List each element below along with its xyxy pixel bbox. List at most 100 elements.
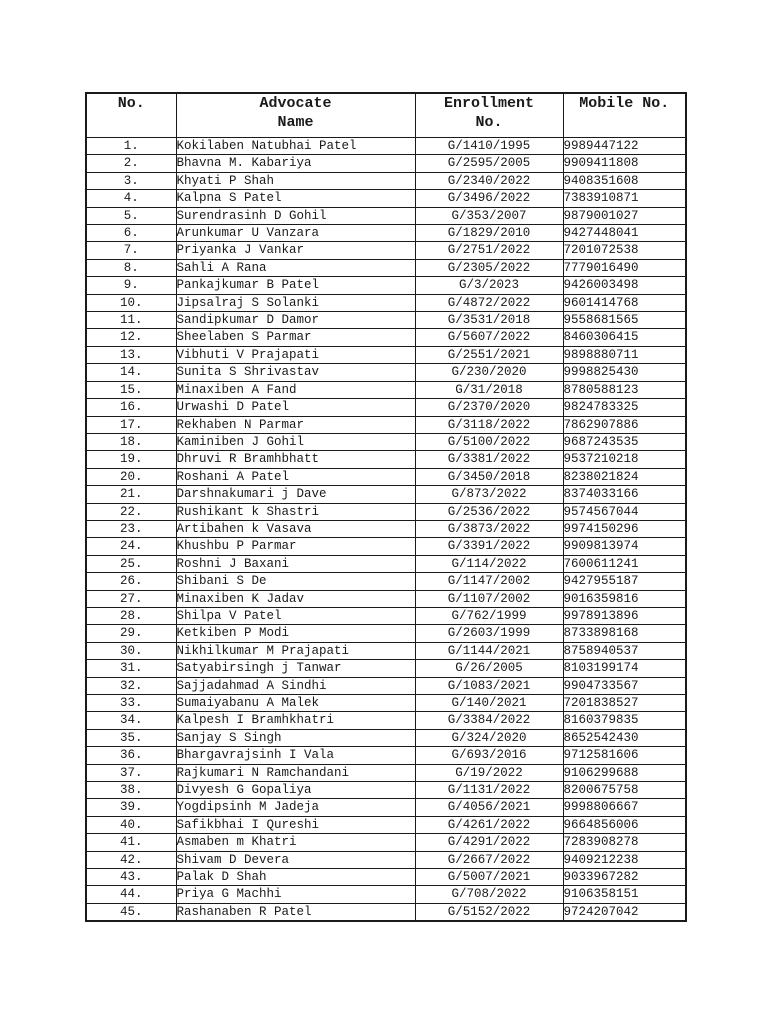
cell-advocate-name: Roshani A Patel	[175, 467, 416, 487]
cell-advocate-name: Pankajkumar B Patel	[175, 276, 416, 295]
cell-mobile-no: 9033967282	[562, 868, 687, 887]
table-row: 8. Sahli A Rana G/2305/2022 7779016490	[85, 258, 687, 278]
cell-mobile-no: 7201072538	[562, 241, 687, 260]
cell-enrollment-no: G/2340/2022	[414, 171, 564, 191]
cell-serial-no: 16.	[85, 398, 177, 417]
cell-enrollment-no: G/1147/2002	[414, 572, 564, 591]
table-row: 43. Palak D Shah G/5007/2021 9033967282	[85, 868, 687, 887]
cell-advocate-name: Rajkumari N Ramchandani	[175, 763, 416, 783]
header-enrollment-no-label: Enrollment No.	[443, 95, 534, 131]
cell-advocate-name: Urwashi D Patel	[175, 398, 416, 417]
cell-serial-no: 39.	[85, 798, 177, 817]
cell-serial-no: 27.	[85, 589, 177, 608]
table-row: 16. Urwashi D Patel G/2370/2020 98247833…	[85, 398, 687, 417]
cell-serial-no: 18.	[85, 432, 177, 452]
header-mobile-no-label: Mobile No.	[579, 95, 670, 112]
header-no-label: No.	[117, 95, 145, 112]
cell-advocate-name: Dhruvi R Bramhbhatt	[175, 450, 416, 469]
cell-advocate-name: Safikbhai I Qureshi	[175, 815, 416, 835]
cell-enrollment-no: G/4291/2022	[414, 833, 564, 852]
cell-advocate-name: Nikhilkumar M Prajapati	[175, 641, 416, 661]
table-row: 17. Rekhaben N Parmar G/3118/2022 786290…	[85, 415, 687, 434]
table-row: 35. Sanjay S Singh G/324/2020 8652542430	[85, 728, 687, 748]
table-row: 30. Nikhilkumar M Prajapati G/1144/2021 …	[85, 641, 687, 661]
cell-advocate-name: Sajjadahmad A Sindhi	[175, 676, 416, 696]
cell-mobile-no: 9989447122	[562, 136, 687, 156]
table-row: 26. Shibani S De G/1147/2002 9427955187	[85, 572, 687, 591]
cell-advocate-name: Bhavna M. Kabariya	[175, 154, 416, 173]
cell-mobile-no: 9409212238	[562, 850, 687, 870]
cell-advocate-name: Sahli A Rana	[175, 258, 416, 278]
cell-enrollment-no: G/1829/2010	[414, 224, 564, 243]
table-row: 38. Divyesh G Gopaliya G/1131/2022 82006…	[85, 781, 687, 800]
cell-advocate-name: Kaminiben J Gohil	[175, 432, 416, 452]
cell-enrollment-no: G/2370/2020	[414, 398, 564, 417]
cell-advocate-name: Divyesh G Gopaliya	[175, 781, 416, 800]
cell-advocate-name: Surendrasinh D Gohil	[175, 206, 416, 226]
cell-advocate-name: Sandipkumar D Damor	[175, 311, 416, 330]
cell-advocate-name: Palak D Shah	[175, 868, 416, 887]
cell-enrollment-no: G/3531/2018	[414, 311, 564, 330]
cell-advocate-name: Shilpa V Patel	[175, 606, 416, 626]
cell-enrollment-no: G/2667/2022	[414, 850, 564, 870]
cell-enrollment-no: G/324/2020	[414, 728, 564, 748]
cell-serial-no: 44.	[85, 885, 177, 904]
table-row: 10. Jipsalraj S Solanki G/4872/2022 9601…	[85, 293, 687, 313]
cell-advocate-name: Rashanaben R Patel	[175, 902, 416, 922]
cell-enrollment-no: G/2536/2022	[414, 502, 564, 521]
table-row: 27. Minaxiben K Jadav G/1107/2002 901635…	[85, 589, 687, 608]
table-row: 44. Priya G Machhi G/708/2022 9106358151	[85, 885, 687, 904]
cell-advocate-name: Kalpna S Patel	[175, 189, 416, 208]
cell-serial-no: 26.	[85, 572, 177, 591]
cell-advocate-name: Khyati P Shah	[175, 171, 416, 191]
table-row: 6. Arunkumar U Vanzara G/1829/2010 94274…	[85, 224, 687, 243]
cell-serial-no: 33.	[85, 693, 177, 713]
cell-serial-no: 24.	[85, 537, 177, 556]
table-row: 2. Bhavna M. Kabariya G/2595/2005 990941…	[85, 154, 687, 173]
cell-serial-no: 32.	[85, 676, 177, 696]
cell-enrollment-no: G/5607/2022	[414, 328, 564, 347]
cell-mobile-no: 8238021824	[562, 467, 687, 487]
cell-mobile-no: 9974150296	[562, 519, 687, 539]
cell-mobile-no: 9664856006	[562, 815, 687, 835]
cell-enrollment-no: G/230/2020	[414, 363, 564, 382]
cell-advocate-name: Shivam D Devera	[175, 850, 416, 870]
advocate-table: No. Advocate Name Enrollment No. Mobile …	[85, 92, 687, 923]
cell-advocate-name: Sumaiyabanu A Malek	[175, 693, 416, 713]
cell-mobile-no: 9824783325	[562, 398, 687, 417]
cell-mobile-no: 9998825430	[562, 363, 687, 382]
cell-serial-no: 40.	[85, 815, 177, 835]
cell-serial-no: 7.	[85, 241, 177, 260]
cell-enrollment-no: G/1144/2021	[414, 641, 564, 661]
cell-enrollment-no: G/31/2018	[414, 380, 564, 400]
table-row: 42. Shivam D Devera G/2667/2022 94092122…	[85, 850, 687, 870]
cell-advocate-name: Bhargavrajsinh I Vala	[175, 746, 416, 765]
table-row: 24. Khushbu P Parmar G/3391/2022 9909813…	[85, 537, 687, 556]
cell-mobile-no: 8780588123	[562, 380, 687, 400]
header-no: No.	[85, 92, 177, 138]
cell-enrollment-no: G/2305/2022	[414, 258, 564, 278]
cell-mobile-no: 9909813974	[562, 537, 687, 556]
table-row: 4. Kalpna S Patel G/3496/2022 7383910871	[85, 189, 687, 208]
cell-serial-no: 35.	[85, 728, 177, 748]
table-row: 20. Roshani A Patel G/3450/2018 82380218…	[85, 467, 687, 487]
cell-serial-no: 20.	[85, 467, 177, 487]
cell-mobile-no: 7383910871	[562, 189, 687, 208]
cell-enrollment-no: G/762/1999	[414, 606, 564, 626]
cell-mobile-no: 7283908278	[562, 833, 687, 852]
cell-advocate-name: Yogdipsinh M Jadeja	[175, 798, 416, 817]
cell-enrollment-no: G/708/2022	[414, 885, 564, 904]
cell-enrollment-no: G/3/2023	[414, 276, 564, 295]
cell-serial-no: 15.	[85, 380, 177, 400]
cell-enrollment-no: G/19/2022	[414, 763, 564, 783]
cell-enrollment-no: G/4261/2022	[414, 815, 564, 835]
cell-enrollment-no: G/2551/2021	[414, 345, 564, 365]
cell-advocate-name: Satyabirsingh j Tanwar	[175, 659, 416, 678]
cell-advocate-name: Kokilaben Natubhai Patel	[175, 136, 416, 156]
table-row: 21. Darshnakumari j Dave G/873/2022 8374…	[85, 485, 687, 504]
cell-serial-no: 29.	[85, 624, 177, 643]
cell-enrollment-no: G/3384/2022	[414, 711, 564, 730]
cell-enrollment-no: G/114/2022	[414, 554, 564, 574]
table-body: 1. Kokilaben Natubhai Patel G/1410/1995 …	[85, 136, 687, 922]
cell-enrollment-no: G/3496/2022	[414, 189, 564, 208]
